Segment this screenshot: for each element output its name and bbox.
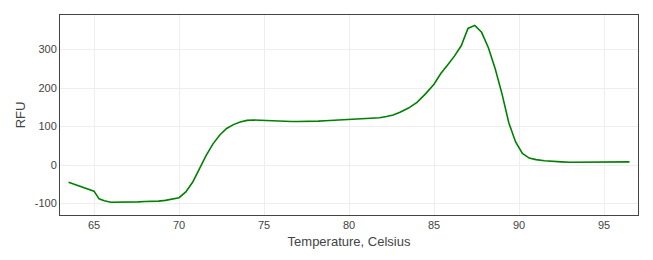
- svg-text:90: 90: [513, 219, 525, 231]
- svg-text:85: 85: [428, 219, 440, 231]
- svg-text:80: 80: [343, 219, 355, 231]
- svg-text:100: 100: [38, 120, 56, 132]
- svg-text:300: 300: [38, 43, 56, 55]
- svg-text:RFU: RFU: [13, 102, 28, 129]
- svg-text:95: 95: [598, 219, 610, 231]
- svg-text:0: 0: [51, 159, 57, 171]
- svg-text:70: 70: [173, 219, 185, 231]
- svg-text:65: 65: [88, 219, 100, 231]
- svg-text:200: 200: [38, 82, 56, 94]
- svg-text:75: 75: [258, 219, 270, 231]
- svg-text:Temperature, Celsius: Temperature, Celsius: [288, 234, 411, 249]
- svg-text:-100: -100: [35, 197, 57, 209]
